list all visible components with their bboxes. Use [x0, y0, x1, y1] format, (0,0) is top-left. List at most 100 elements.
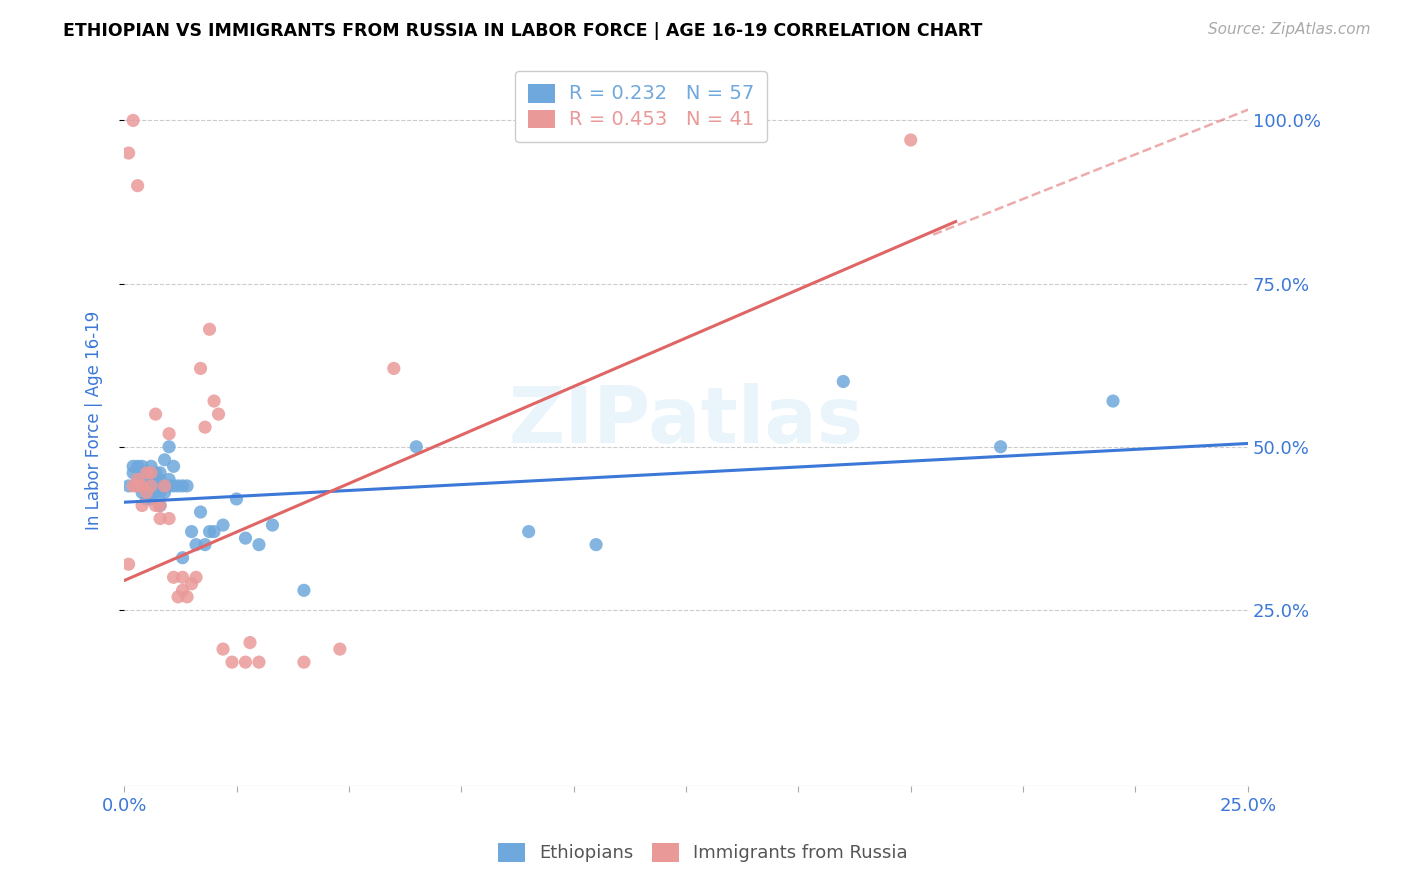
Point: [139, 459, 162, 474]
Point: [202, 394, 225, 409]
Point: [149, 499, 172, 513]
Point: [145, 407, 167, 421]
Point: [131, 479, 153, 493]
Point: [247, 655, 270, 669]
Point: [157, 479, 180, 493]
Point: [172, 550, 194, 565]
Point: [131, 479, 153, 493]
Point: [135, 472, 157, 486]
Text: ETHIOPIAN VS IMMIGRANTS FROM RUSSIA IN LABOR FORCE | AGE 16-19 CORRELATION CHART: ETHIOPIAN VS IMMIGRANTS FROM RUSSIA IN L…: [63, 22, 983, 40]
Point: [145, 472, 167, 486]
Point: [180, 524, 202, 539]
Point: [292, 655, 315, 669]
Point: [157, 426, 180, 441]
Point: [153, 479, 176, 493]
Point: [198, 322, 221, 336]
Point: [127, 459, 149, 474]
Point: [198, 524, 221, 539]
Point: [117, 146, 139, 161]
Point: [135, 485, 157, 500]
Point: [145, 479, 167, 493]
Point: [117, 558, 139, 572]
Point: [1102, 394, 1125, 409]
Point: [239, 635, 262, 649]
Point: [135, 491, 157, 506]
Point: [329, 642, 352, 657]
Point: [127, 479, 149, 493]
Point: [139, 491, 162, 506]
Point: [127, 479, 149, 493]
Point: [990, 440, 1012, 454]
Point: [190, 361, 212, 376]
Point: [149, 472, 172, 486]
Point: [235, 655, 257, 669]
Legend: R = 0.232   N = 57, R = 0.453   N = 41: R = 0.232 N = 57, R = 0.453 N = 41: [515, 71, 768, 142]
Point: [153, 452, 176, 467]
Point: [235, 531, 257, 545]
Point: [247, 538, 270, 552]
Text: ZIPatlas: ZIPatlas: [509, 383, 863, 458]
Point: [117, 479, 139, 493]
Point: [153, 485, 176, 500]
Point: [139, 472, 162, 486]
Point: [212, 518, 235, 533]
Text: Source: ZipAtlas.com: Source: ZipAtlas.com: [1208, 22, 1371, 37]
Point: [145, 499, 167, 513]
Point: [145, 485, 167, 500]
Point: [167, 479, 190, 493]
Point: [149, 511, 172, 525]
Point: [172, 479, 194, 493]
Point: [194, 538, 217, 552]
Point: [221, 655, 243, 669]
Point: [585, 538, 607, 552]
Point: [162, 459, 184, 474]
Point: [131, 499, 153, 513]
Point: [149, 499, 172, 513]
Point: [127, 472, 149, 486]
Point: [176, 590, 198, 604]
Point: [131, 459, 153, 474]
Point: [207, 407, 229, 421]
Point: [184, 538, 207, 552]
Point: [184, 570, 207, 584]
Point: [405, 440, 427, 454]
Point: [122, 479, 145, 493]
Point: [135, 466, 157, 480]
Point: [139, 485, 162, 500]
Point: [157, 511, 180, 525]
Point: [157, 440, 180, 454]
Point: [517, 524, 540, 539]
Point: [190, 505, 212, 519]
Point: [127, 178, 149, 193]
Point: [157, 472, 180, 486]
Point: [122, 466, 145, 480]
Point: [135, 479, 157, 493]
Point: [225, 491, 247, 506]
Point: [135, 485, 157, 500]
Point: [122, 459, 145, 474]
Point: [149, 485, 172, 500]
Point: [139, 466, 162, 480]
Point: [131, 466, 153, 480]
Point: [167, 590, 190, 604]
Y-axis label: In Labor Force | Age 16-19: In Labor Force | Age 16-19: [86, 311, 103, 530]
Point: [149, 466, 172, 480]
Point: [172, 583, 194, 598]
Point: [139, 479, 162, 493]
Point: [153, 479, 176, 493]
Point: [202, 524, 225, 539]
Point: [145, 466, 167, 480]
Point: [176, 479, 198, 493]
Point: [212, 642, 235, 657]
Point: [180, 576, 202, 591]
Point: [900, 133, 922, 147]
Legend: Ethiopians, Immigrants from Russia: Ethiopians, Immigrants from Russia: [491, 836, 915, 870]
Point: [194, 420, 217, 434]
Point: [122, 113, 145, 128]
Point: [162, 570, 184, 584]
Point: [131, 485, 153, 500]
Point: [382, 361, 405, 376]
Point: [262, 518, 284, 533]
Point: [162, 479, 184, 493]
Point: [832, 375, 855, 389]
